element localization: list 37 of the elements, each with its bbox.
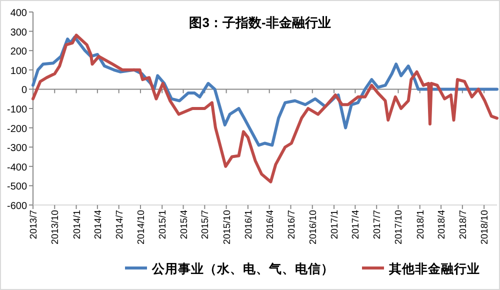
legend-label: 其他非金融行业 — [388, 262, 480, 276]
x-tick-label: 2016/10 — [308, 210, 319, 244]
x-tick-label: 2018/1 — [415, 210, 426, 240]
y-tick-label: 200 — [10, 46, 28, 58]
y-tick-label: 300 — [10, 27, 28, 38]
x-tick-label: 2017/7 — [372, 210, 384, 240]
line-series — [32, 34, 498, 184]
x-tick-label: 2015/4 — [178, 210, 190, 240]
x-tick-label: 2016/4 — [264, 210, 276, 240]
y-tick-label: 400 — [10, 8, 28, 19]
y-tick-label: -300 — [6, 143, 28, 154]
x-tick-label: 2015/7 — [200, 210, 212, 240]
chart-title: 图3：子指数-非金融行业 — [189, 15, 331, 30]
x-tick-label: 2014/4 — [92, 210, 104, 240]
x-tick-label: 2017/1 — [330, 210, 341, 240]
x-tick-label: 2017/10 — [394, 210, 405, 244]
x-tick-label: 2018/7 — [458, 210, 469, 240]
y-tick-label: -100 — [6, 104, 28, 116]
x-tick-label: 2018/10 — [480, 210, 491, 244]
x-tick-label: 2016/1 — [243, 210, 254, 240]
x-tick-label: 2015/10 — [222, 210, 233, 244]
y-tick-label: -500 — [6, 182, 28, 193]
x-tick-label: 2013/10 — [50, 210, 62, 244]
y-tick-label: -600 — [6, 201, 28, 212]
x-tick-label: 2014/10 — [136, 210, 147, 244]
x-tick-label: 2017/4 — [350, 210, 362, 240]
y-tick-label: 100 — [10, 66, 28, 77]
x-tick-label: 2013/7 — [28, 210, 40, 240]
x-tick-label: 2016/7 — [286, 210, 298, 240]
y-tick-label: -400 — [6, 162, 28, 174]
y-tick-label: -200 — [6, 124, 28, 135]
x-tick-label: 2014/7 — [114, 210, 126, 240]
legend-label: 公用事业（水、电、气、电信） — [151, 262, 334, 276]
y-tick-label: 0 — [21, 85, 28, 96]
x-tick-label: 2014/1 — [72, 210, 83, 240]
x-tick-label: 2015/1 — [158, 210, 169, 240]
x-tick-label: 2018/4 — [436, 210, 448, 240]
